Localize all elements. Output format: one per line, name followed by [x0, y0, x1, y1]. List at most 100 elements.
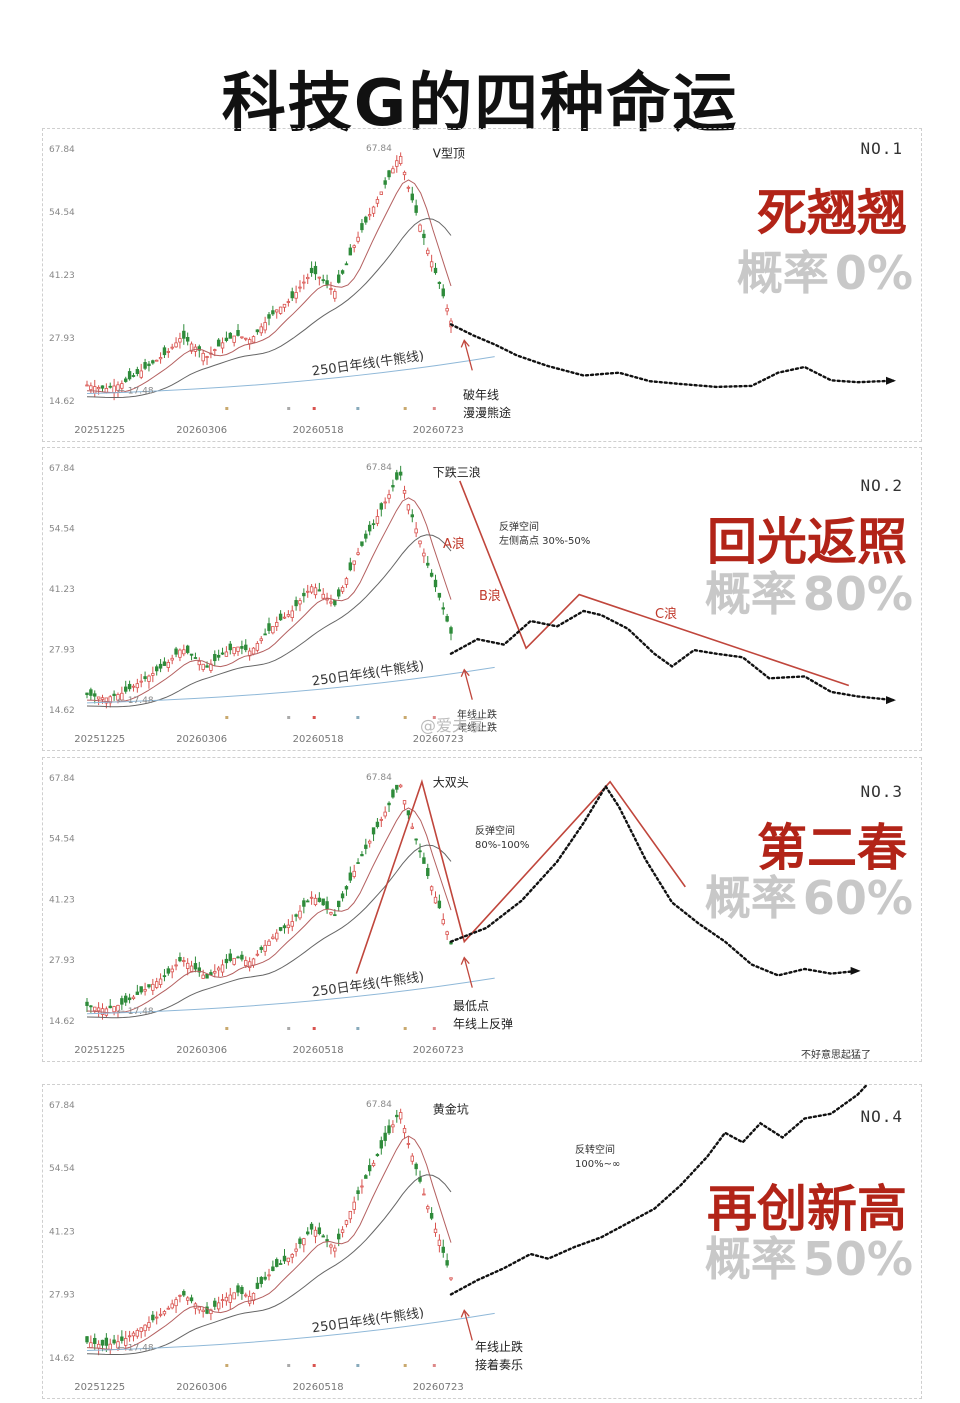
candle-body	[340, 586, 345, 592]
candle-body	[158, 978, 163, 985]
candle-body	[100, 385, 105, 389]
event-marker	[432, 1364, 436, 1367]
candle-body	[395, 1114, 399, 1118]
candle-body	[360, 1185, 364, 1188]
candle-body	[426, 867, 430, 877]
candle-body	[418, 540, 422, 545]
probability-label: 概率	[736, 246, 829, 300]
candle-body	[205, 665, 209, 668]
candle-body	[313, 897, 318, 906]
candle-body	[216, 1302, 221, 1310]
candle-body	[116, 384, 120, 391]
candle-body	[240, 1286, 244, 1294]
candle-body	[147, 675, 151, 682]
annotation-arrow	[463, 340, 473, 371]
candle-body	[205, 356, 209, 358]
peak-label: 67.84	[366, 144, 392, 154]
candle-body	[298, 286, 302, 289]
candle-body	[321, 898, 325, 906]
candle-body	[329, 288, 333, 290]
ma-line-long	[86, 844, 452, 1019]
candle-body	[437, 900, 442, 909]
candle-body	[391, 168, 395, 174]
y-tick-label: 27.93	[49, 645, 75, 655]
candle-body	[263, 633, 267, 636]
event-marker	[225, 1364, 229, 1367]
candle-body	[236, 1285, 240, 1293]
y-tick-label: 41.23	[49, 585, 75, 595]
candle-body	[155, 359, 159, 362]
yearly-line	[86, 356, 495, 395]
candle-body	[228, 953, 232, 961]
event-marker	[312, 716, 316, 719]
candle-body	[329, 912, 333, 915]
low-label: ← 17.48	[117, 1007, 153, 1017]
candle-body	[379, 503, 383, 510]
annotation-arrow	[463, 1310, 473, 1341]
y-tick-label: 67.84	[49, 774, 75, 784]
candle-body	[185, 337, 190, 342]
probability-label: 概率	[704, 567, 797, 621]
scenario-panel-2: 67.84 54.54 41.23 27.93 14.62 20251225 2026030…	[42, 447, 922, 751]
candle-body	[143, 1324, 147, 1332]
ma-line-long	[86, 217, 452, 398]
candle-body	[259, 326, 263, 334]
candle-body	[197, 967, 201, 973]
candle-body	[309, 1223, 314, 1230]
candle-body	[298, 910, 302, 919]
candle-body	[232, 1292, 236, 1300]
candle-body	[445, 1260, 449, 1266]
ma-line-long	[86, 534, 452, 708]
candle-body	[271, 1266, 275, 1272]
candle-body	[445, 616, 449, 622]
candle-body	[213, 349, 217, 352]
y-tick-label: 27.93	[49, 956, 75, 966]
candle-body	[193, 963, 198, 970]
candle-body	[437, 281, 442, 284]
candle-body	[162, 347, 167, 356]
wave-label-a: A浪	[443, 537, 465, 552]
candle-body	[170, 657, 174, 661]
probability-value: 80%	[802, 567, 913, 621]
panel-number: NO.2	[860, 476, 903, 495]
candle-body	[174, 342, 178, 348]
candle-body	[410, 514, 414, 518]
candle-body	[197, 660, 201, 666]
candle-body	[306, 276, 310, 280]
candle-body	[232, 335, 236, 343]
candle-body	[104, 697, 109, 704]
peak-label: 67.84	[366, 1100, 392, 1110]
chart-4: 67.84 54.54 41.23 27.93 14.62 20251225 2026030…	[49, 1085, 869, 1393]
annotation-line-2: 80%-100%	[475, 840, 529, 851]
candle-body	[93, 1337, 97, 1344]
candle-body	[426, 562, 430, 566]
x-tick-label: 20260723	[413, 734, 464, 745]
low-label: ← 17.48	[117, 1343, 153, 1353]
candle-body	[193, 657, 198, 659]
candle-body	[220, 964, 225, 973]
candle-body	[166, 968, 171, 974]
candle-body	[333, 914, 337, 917]
candle-body	[244, 644, 248, 651]
y-tick-label: 14.62	[49, 397, 75, 407]
event-marker	[356, 1364, 360, 1367]
candle-body	[224, 651, 229, 657]
candle-body	[162, 975, 167, 978]
event-marker	[432, 1027, 436, 1030]
candle-body	[402, 800, 407, 805]
candle-body	[286, 301, 291, 303]
candle-body	[263, 322, 267, 331]
candle-body	[135, 369, 140, 374]
annotation2-line-1: 最低点	[453, 999, 489, 1013]
candle-body	[418, 850, 422, 853]
candle-body	[228, 1294, 232, 1303]
candle-body	[437, 592, 442, 598]
candle-body	[116, 1004, 120, 1012]
event-marker	[312, 1364, 316, 1367]
candle-body	[182, 649, 186, 655]
candle-body	[398, 471, 403, 476]
candle-body	[441, 919, 445, 925]
x-tick-label: 20251225	[74, 425, 125, 436]
candle-body	[278, 927, 283, 931]
event-marker	[312, 1027, 316, 1030]
